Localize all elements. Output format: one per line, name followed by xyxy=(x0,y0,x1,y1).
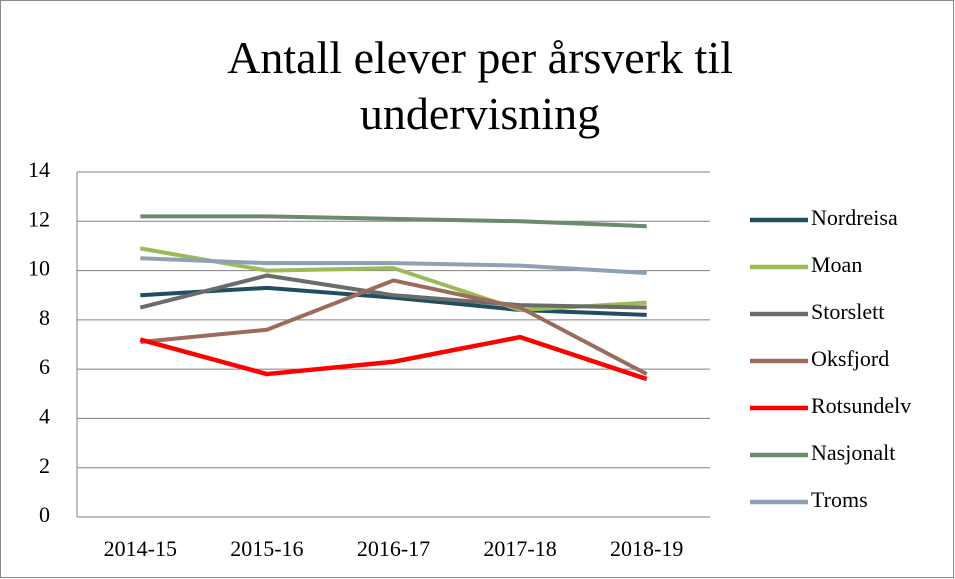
x-tick-label: 2014-15 xyxy=(104,536,177,561)
series-line xyxy=(140,214,647,229)
x-tick-label: 2018-19 xyxy=(610,536,683,561)
y-tick-label: 6 xyxy=(39,354,50,379)
chart-title: Antall elever per årsverk til undervisni… xyxy=(227,32,733,139)
series-line xyxy=(140,256,647,276)
y-tick-label: 12 xyxy=(28,206,50,231)
y-tick-label: 4 xyxy=(39,403,50,428)
y-tick-label: 0 xyxy=(39,502,50,527)
y-tick-label: 2 xyxy=(39,453,50,478)
legend-label: Troms xyxy=(811,487,868,512)
x-tick-label: 2017-18 xyxy=(483,536,556,561)
x-tick-label: 2016-17 xyxy=(357,536,430,561)
legend-label: Rotsundelv xyxy=(811,393,911,418)
y-tick-label: 8 xyxy=(39,305,50,330)
series-line xyxy=(140,285,647,317)
legend-label: Storslett xyxy=(811,299,884,324)
series-line xyxy=(139,273,647,310)
legend-label: Moan xyxy=(811,252,862,277)
legend-label: Nasjonalt xyxy=(811,440,895,465)
y-tick-label: 14 xyxy=(28,157,50,182)
y-tick-label: 10 xyxy=(28,256,50,281)
legend-label: Nordreisa xyxy=(811,205,898,230)
series-line xyxy=(140,278,648,376)
legend-label: Oksfjord xyxy=(811,346,889,371)
series-line xyxy=(139,334,648,382)
x-tick-label: 2015-16 xyxy=(230,536,303,561)
